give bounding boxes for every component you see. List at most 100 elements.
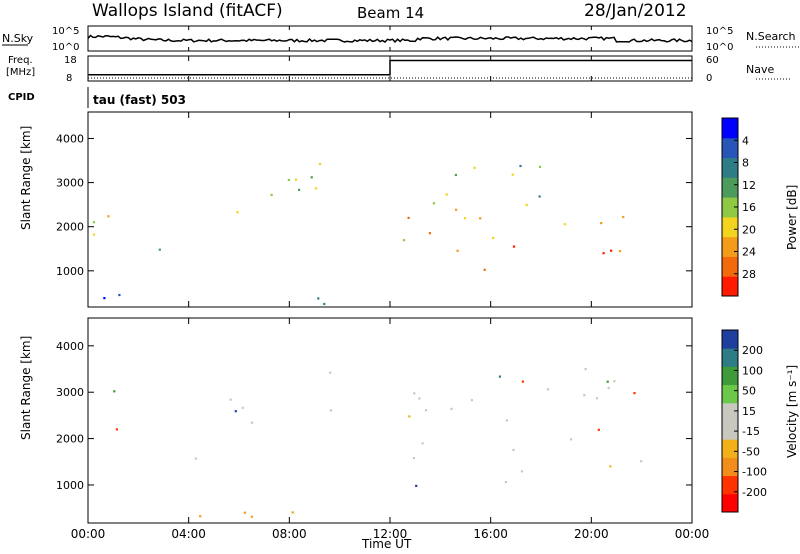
freq-tick-bottom: 8 <box>66 73 72 84</box>
colorbar-segment <box>722 493 738 513</box>
heatmap-cell <box>412 457 415 460</box>
heatmap-cell <box>251 421 254 424</box>
velocity-colorbar-title: Velocity [m s⁻¹] <box>785 365 799 458</box>
cpid-label: CPID <box>8 92 35 103</box>
heatmap-cell <box>229 398 232 401</box>
colorbar-segment <box>722 177 738 198</box>
colorbar-segment <box>722 157 738 178</box>
colorbar-tick-label: -50 <box>742 445 760 458</box>
heatmap-cell <box>234 410 237 413</box>
heatmap-cell <box>483 268 486 271</box>
heatmap-cell <box>546 388 549 391</box>
y-tick-label: 2000 <box>56 433 84 446</box>
y-tick-label: 1000 <box>56 479 84 492</box>
heatmap-cell <box>602 252 605 255</box>
colorbar-segment <box>722 366 738 386</box>
x-tick-label: 04:00 <box>171 527 206 541</box>
heatmap-cell <box>294 178 298 181</box>
heatmap-cell <box>194 457 197 460</box>
colorbar-tick-label: 50 <box>742 385 756 398</box>
heatmap-cell <box>455 208 458 211</box>
power-colorbar-title: Power [dB] <box>785 185 799 250</box>
heatmap-cell <box>600 222 603 225</box>
heatmap-cell <box>450 407 453 410</box>
heatmap-cell <box>298 188 301 191</box>
heatmap-cell <box>199 515 202 518</box>
colorbar-tick-label: -15 <box>742 425 760 438</box>
x-tick-label: 16:00 <box>473 527 508 541</box>
heatmap-cell <box>521 380 524 383</box>
heatmap-cell <box>622 215 625 219</box>
heatmap-cell <box>107 215 110 218</box>
heatmap-cell <box>118 293 121 297</box>
heatmap-cell <box>512 245 516 248</box>
heatmap-cell <box>432 202 435 205</box>
heatmap-cell <box>287 178 290 182</box>
heatmap-cell <box>454 173 457 177</box>
colorbar-segment <box>722 216 738 238</box>
heatmap-cell <box>463 217 467 220</box>
nave-label: Nave <box>746 63 774 76</box>
x-tick-label: 08:00 <box>272 527 307 541</box>
colorbar-segment <box>722 256 738 277</box>
heatmap-cell <box>243 511 246 514</box>
colorbar-segment <box>722 330 738 349</box>
velocity-y-label: Slant Range [km] <box>19 336 33 440</box>
noise-left-tick-top: 10^5 <box>52 26 79 37</box>
heatmap-cell <box>606 380 609 383</box>
heatmap-cell <box>525 203 528 206</box>
colorbar-tick-label: 20 <box>742 223 756 236</box>
heatmap-cell <box>570 438 573 441</box>
colorbar-tick-label: 200 <box>742 344 763 357</box>
heatmap-cell <box>610 249 613 252</box>
heatmap-cell <box>504 481 507 484</box>
colorbar-tick-label: -100 <box>742 466 767 479</box>
cpid-value: tau (fast) 503 <box>93 93 186 107</box>
colorbar-tick-label: 15 <box>742 405 756 418</box>
heatmap-cell <box>563 223 566 226</box>
heatmap-cell <box>329 409 333 412</box>
freq-tick-top: 18 <box>64 55 77 66</box>
heatmap-cell <box>607 386 610 390</box>
colorbar-tick-label: 24 <box>742 246 756 259</box>
power-y-axis: 1000 2000 3000 4000 <box>56 132 692 278</box>
power-colorbar: 4 8 12 16 20 24 28 <box>721 117 756 297</box>
heatmap-cell <box>428 232 431 235</box>
heatmap-cell <box>519 164 522 168</box>
colorbar-segment <box>722 402 738 422</box>
y-tick-label: 4000 <box>56 132 84 145</box>
time-axis: 00:00 04:00 08:00 12:00 16:00 20:00 00:00 <box>71 26 709 541</box>
freq-unit-label: [MHz] <box>6 67 35 78</box>
heatmap-cell <box>538 165 542 168</box>
heatmap-cell <box>291 511 294 514</box>
colorbar-segment <box>722 475 738 495</box>
colorbar-tick-label: 16 <box>742 201 756 214</box>
colorbar-tick-label: -200 <box>742 486 767 499</box>
colorbar-tick-label: 4 <box>742 134 749 147</box>
colorbar-frame <box>721 329 739 513</box>
heatmap-cell <box>92 221 95 224</box>
colorbar-tick-label: 28 <box>742 268 756 281</box>
velocity-colorbar: 200 100 50 15 -15 -50 -100 -200 <box>721 329 767 513</box>
heatmap-cell <box>613 380 616 383</box>
power-heatmap <box>92 163 625 306</box>
heatmap-cell <box>492 236 495 240</box>
date-title: 28/Jan/2012 <box>584 1 687 21</box>
colorbar-segment <box>722 384 738 404</box>
heatmap-cell <box>317 297 320 300</box>
colorbar-segment <box>722 276 738 297</box>
heatmap-cell <box>424 409 428 412</box>
heatmap-cell <box>92 233 96 236</box>
heatmap-cell <box>314 187 318 190</box>
colorbar-segment <box>722 348 738 367</box>
noise-right-label: N.Search <box>746 30 796 43</box>
power-panel-frame <box>87 111 693 308</box>
heatmap-cell <box>329 371 332 374</box>
noise-right-tick-top: 10^5 <box>706 26 733 37</box>
y-tick-label: 2000 <box>56 221 84 234</box>
heatmap-cell <box>470 399 473 402</box>
heatmap-cell <box>595 397 598 400</box>
y-tick-label: 3000 <box>56 386 84 399</box>
heatmap-cell <box>310 176 313 179</box>
